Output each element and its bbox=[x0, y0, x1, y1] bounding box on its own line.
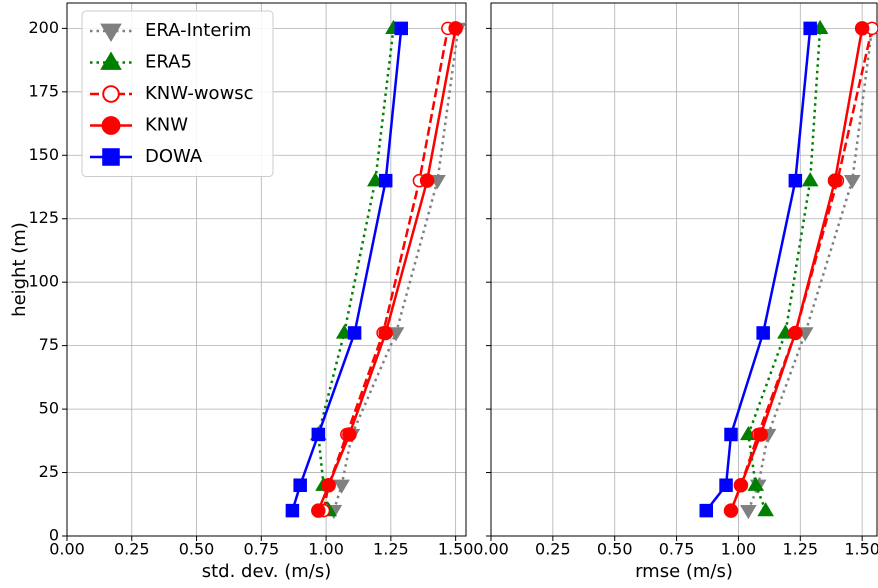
marker bbox=[448, 21, 463, 36]
marker bbox=[100, 23, 122, 43]
legend-label: ERA-Interim bbox=[145, 20, 251, 41]
marker bbox=[756, 326, 770, 340]
legend-box bbox=[81, 10, 274, 177]
marker bbox=[733, 477, 749, 493]
x-tick-label: 0.00 bbox=[49, 540, 85, 559]
x-axis-label: std. dev. (m/s) bbox=[202, 561, 332, 582]
series-line bbox=[747, 28, 822, 512]
y-tick-label: 125 bbox=[28, 208, 59, 227]
subplot: 0.00 0.25 0.50 0.75 1.00 1.25 1.50 rmse (m/s) bbox=[473, 2, 878, 582]
x-tick-label: 1.25 bbox=[373, 540, 409, 559]
marker bbox=[367, 172, 384, 187]
x-tick-label: 1.25 bbox=[782, 540, 818, 559]
series-line bbox=[747, 28, 874, 512]
y-tick-label: 200 bbox=[28, 18, 59, 37]
marker bbox=[699, 503, 714, 518]
x-tick-label: 1.00 bbox=[308, 540, 344, 559]
marker bbox=[753, 427, 768, 442]
marker bbox=[293, 478, 307, 492]
x-tick-label: 0.00 bbox=[473, 540, 509, 559]
marker bbox=[311, 427, 326, 442]
marker bbox=[801, 172, 819, 187]
x-tick-label: 0.25 bbox=[114, 540, 150, 559]
y-tick-label: 75 bbox=[39, 335, 59, 354]
marker bbox=[394, 21, 408, 36]
marker bbox=[788, 325, 803, 341]
marker bbox=[102, 148, 120, 166]
legend-label: ERA5 bbox=[145, 52, 192, 73]
x-tick-label: 0.25 bbox=[535, 540, 571, 559]
marker bbox=[311, 503, 326, 518]
marker bbox=[854, 21, 870, 36]
x-axis-label: rmse (m/s) bbox=[635, 561, 733, 582]
marker bbox=[335, 324, 353, 339]
series-line bbox=[317, 28, 395, 511]
y-tick-label: 150 bbox=[28, 145, 59, 164]
marker bbox=[747, 476, 765, 491]
marker bbox=[342, 427, 357, 442]
marker bbox=[100, 51, 122, 70]
x-tick-label: 1.50 bbox=[844, 540, 878, 559]
series-line bbox=[332, 28, 460, 511]
legend-label: DOWA bbox=[145, 146, 203, 167]
legend-label: KNW bbox=[145, 115, 188, 136]
marker bbox=[102, 85, 120, 103]
legend-label: KNW-wowsc bbox=[145, 83, 254, 104]
axes-frame bbox=[66, 2, 467, 537]
legend: ERA-Interim ERA5 KNW-wowsc KNW DOWA bbox=[81, 10, 274, 177]
y-tick-label: 100 bbox=[28, 272, 59, 291]
marker bbox=[803, 21, 817, 36]
x-tick-label: 1.00 bbox=[721, 540, 757, 559]
marker bbox=[719, 478, 733, 492]
marker bbox=[347, 326, 362, 340]
x-tick-label: 0.50 bbox=[179, 540, 215, 559]
x-tick-label: 0.75 bbox=[659, 540, 695, 559]
marker bbox=[723, 503, 739, 518]
x-tick-label: 1.50 bbox=[438, 540, 474, 559]
marker bbox=[757, 502, 774, 517]
y-tick-label: 0 bbox=[49, 526, 59, 545]
marker bbox=[321, 477, 336, 493]
axes-frame bbox=[490, 2, 878, 537]
y-tick-label: 175 bbox=[28, 81, 59, 100]
y-tick-label: 50 bbox=[39, 399, 59, 418]
marker bbox=[285, 503, 300, 518]
marker bbox=[378, 325, 393, 341]
x-tick-label: 0.50 bbox=[597, 540, 633, 559]
y-tick-label: 25 bbox=[39, 462, 59, 481]
x-tick-label: 0.75 bbox=[244, 540, 280, 559]
marker bbox=[843, 175, 861, 190]
marker bbox=[788, 173, 803, 188]
marker bbox=[827, 173, 843, 188]
series-line bbox=[317, 28, 457, 512]
subplot: 0.00 0.25 0.50 0.75 1.00 1.25 1.50 0 25 50 75 100 12… bbox=[9, 2, 474, 582]
marker bbox=[333, 479, 350, 494]
marker bbox=[724, 427, 738, 442]
y-axis-label: height (m) bbox=[9, 222, 30, 317]
marker bbox=[378, 173, 393, 188]
marker bbox=[419, 173, 435, 188]
marker bbox=[740, 504, 757, 520]
marker bbox=[101, 116, 121, 135]
